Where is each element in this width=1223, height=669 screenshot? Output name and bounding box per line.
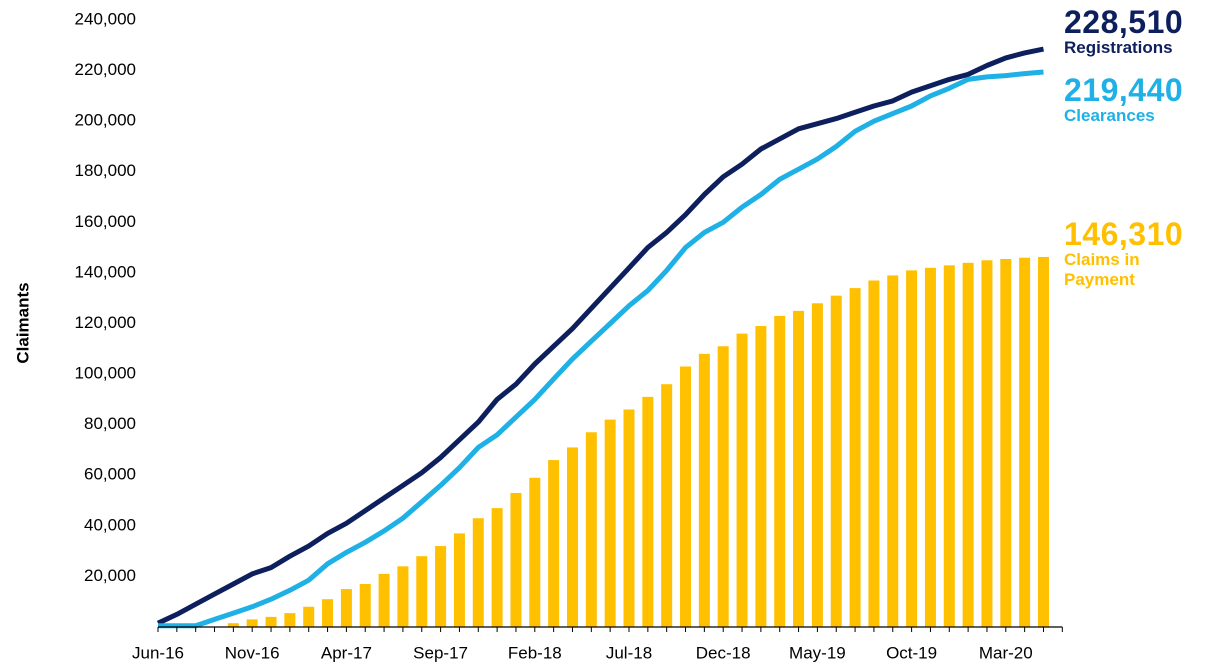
y-tick-label: 80,000 — [84, 414, 136, 433]
bar — [981, 260, 993, 627]
bar — [435, 546, 447, 627]
x-tick-label: Sep-17 — [413, 643, 468, 662]
bar — [642, 396, 654, 627]
bar — [868, 280, 880, 627]
series-annotation: 219,440 Clearances — [1064, 74, 1223, 126]
bar — [1019, 257, 1031, 627]
bar — [340, 589, 352, 627]
bar — [510, 492, 522, 627]
x-tick-label: Jul-18 — [606, 643, 652, 662]
bar — [322, 599, 334, 627]
bar — [887, 275, 899, 627]
legend-label: Claims in Payment — [1064, 250, 1140, 290]
end-value-label: 228,510 — [1064, 4, 1184, 40]
y-axis-label: Claimants — [13, 282, 32, 363]
bar — [303, 606, 315, 627]
lines — [156, 46, 1044, 629]
bar — [1000, 259, 1012, 627]
legend-label: Registrations — [1064, 38, 1173, 57]
bar — [529, 477, 541, 627]
x-tick-label: Mar-20 — [979, 643, 1033, 662]
x-tick-label: May-19 — [789, 643, 846, 662]
bar — [774, 315, 786, 627]
bar — [265, 616, 277, 627]
line-0 — [156, 46, 1044, 626]
bar — [359, 584, 371, 627]
bar — [246, 619, 258, 627]
bar — [284, 613, 296, 627]
series-annotation: 228,510 Registrations — [1064, 6, 1223, 58]
bar — [227, 623, 239, 627]
x-tick-label: Dec-18 — [696, 643, 751, 662]
x-tick-label: Feb-18 — [508, 643, 562, 662]
bar — [416, 556, 428, 627]
y-tick-label: 20,000 — [84, 566, 136, 585]
y-tick-label: 100,000 — [75, 364, 136, 383]
bar — [453, 533, 465, 627]
bar — [811, 303, 823, 627]
y-tick-label: 180,000 — [75, 161, 136, 180]
bar — [548, 460, 560, 627]
bar — [943, 265, 955, 627]
bar — [604, 419, 616, 627]
y-tick-label: 120,000 — [75, 313, 136, 332]
bars — [227, 256, 1049, 627]
y-tick-label: 160,000 — [75, 212, 136, 231]
bar — [717, 346, 729, 627]
bar — [906, 270, 918, 627]
bar — [585, 432, 597, 627]
series-annotation: 146,310 Claims in Payment — [1064, 216, 1184, 291]
x-tick-label: Nov-16 — [225, 643, 280, 662]
y-tick-label: 40,000 — [84, 515, 136, 534]
bar — [849, 288, 861, 627]
bar — [755, 326, 767, 627]
end-value-label: 146,310 — [1064, 216, 1184, 252]
bar — [472, 518, 484, 627]
bar — [378, 573, 390, 627]
line-1 — [158, 69, 1044, 629]
y-tick-label: 200,000 — [75, 111, 136, 130]
x-tick-label: Apr-17 — [321, 643, 372, 662]
bar — [566, 447, 578, 627]
bar — [793, 310, 805, 627]
y-tick-label: 240,000 — [75, 9, 136, 28]
bar — [491, 508, 503, 627]
legend-label: Clearances — [1064, 106, 1155, 125]
bar — [397, 566, 409, 627]
x-tick-label: Jun-16 — [132, 643, 184, 662]
bar — [830, 295, 842, 627]
x-tick-label: Oct-19 — [886, 643, 937, 662]
y-tick-label: 60,000 — [84, 465, 136, 484]
bar — [680, 366, 692, 627]
bar — [661, 384, 673, 627]
bar — [698, 353, 710, 627]
y-tick-label: 220,000 — [75, 60, 136, 79]
bar — [736, 333, 748, 627]
bar — [623, 409, 635, 627]
bar — [962, 262, 974, 627]
bar — [1037, 256, 1049, 627]
y-tick-label: 140,000 — [75, 262, 136, 281]
end-value-label: 219,440 — [1064, 72, 1184, 108]
bar — [924, 267, 936, 627]
